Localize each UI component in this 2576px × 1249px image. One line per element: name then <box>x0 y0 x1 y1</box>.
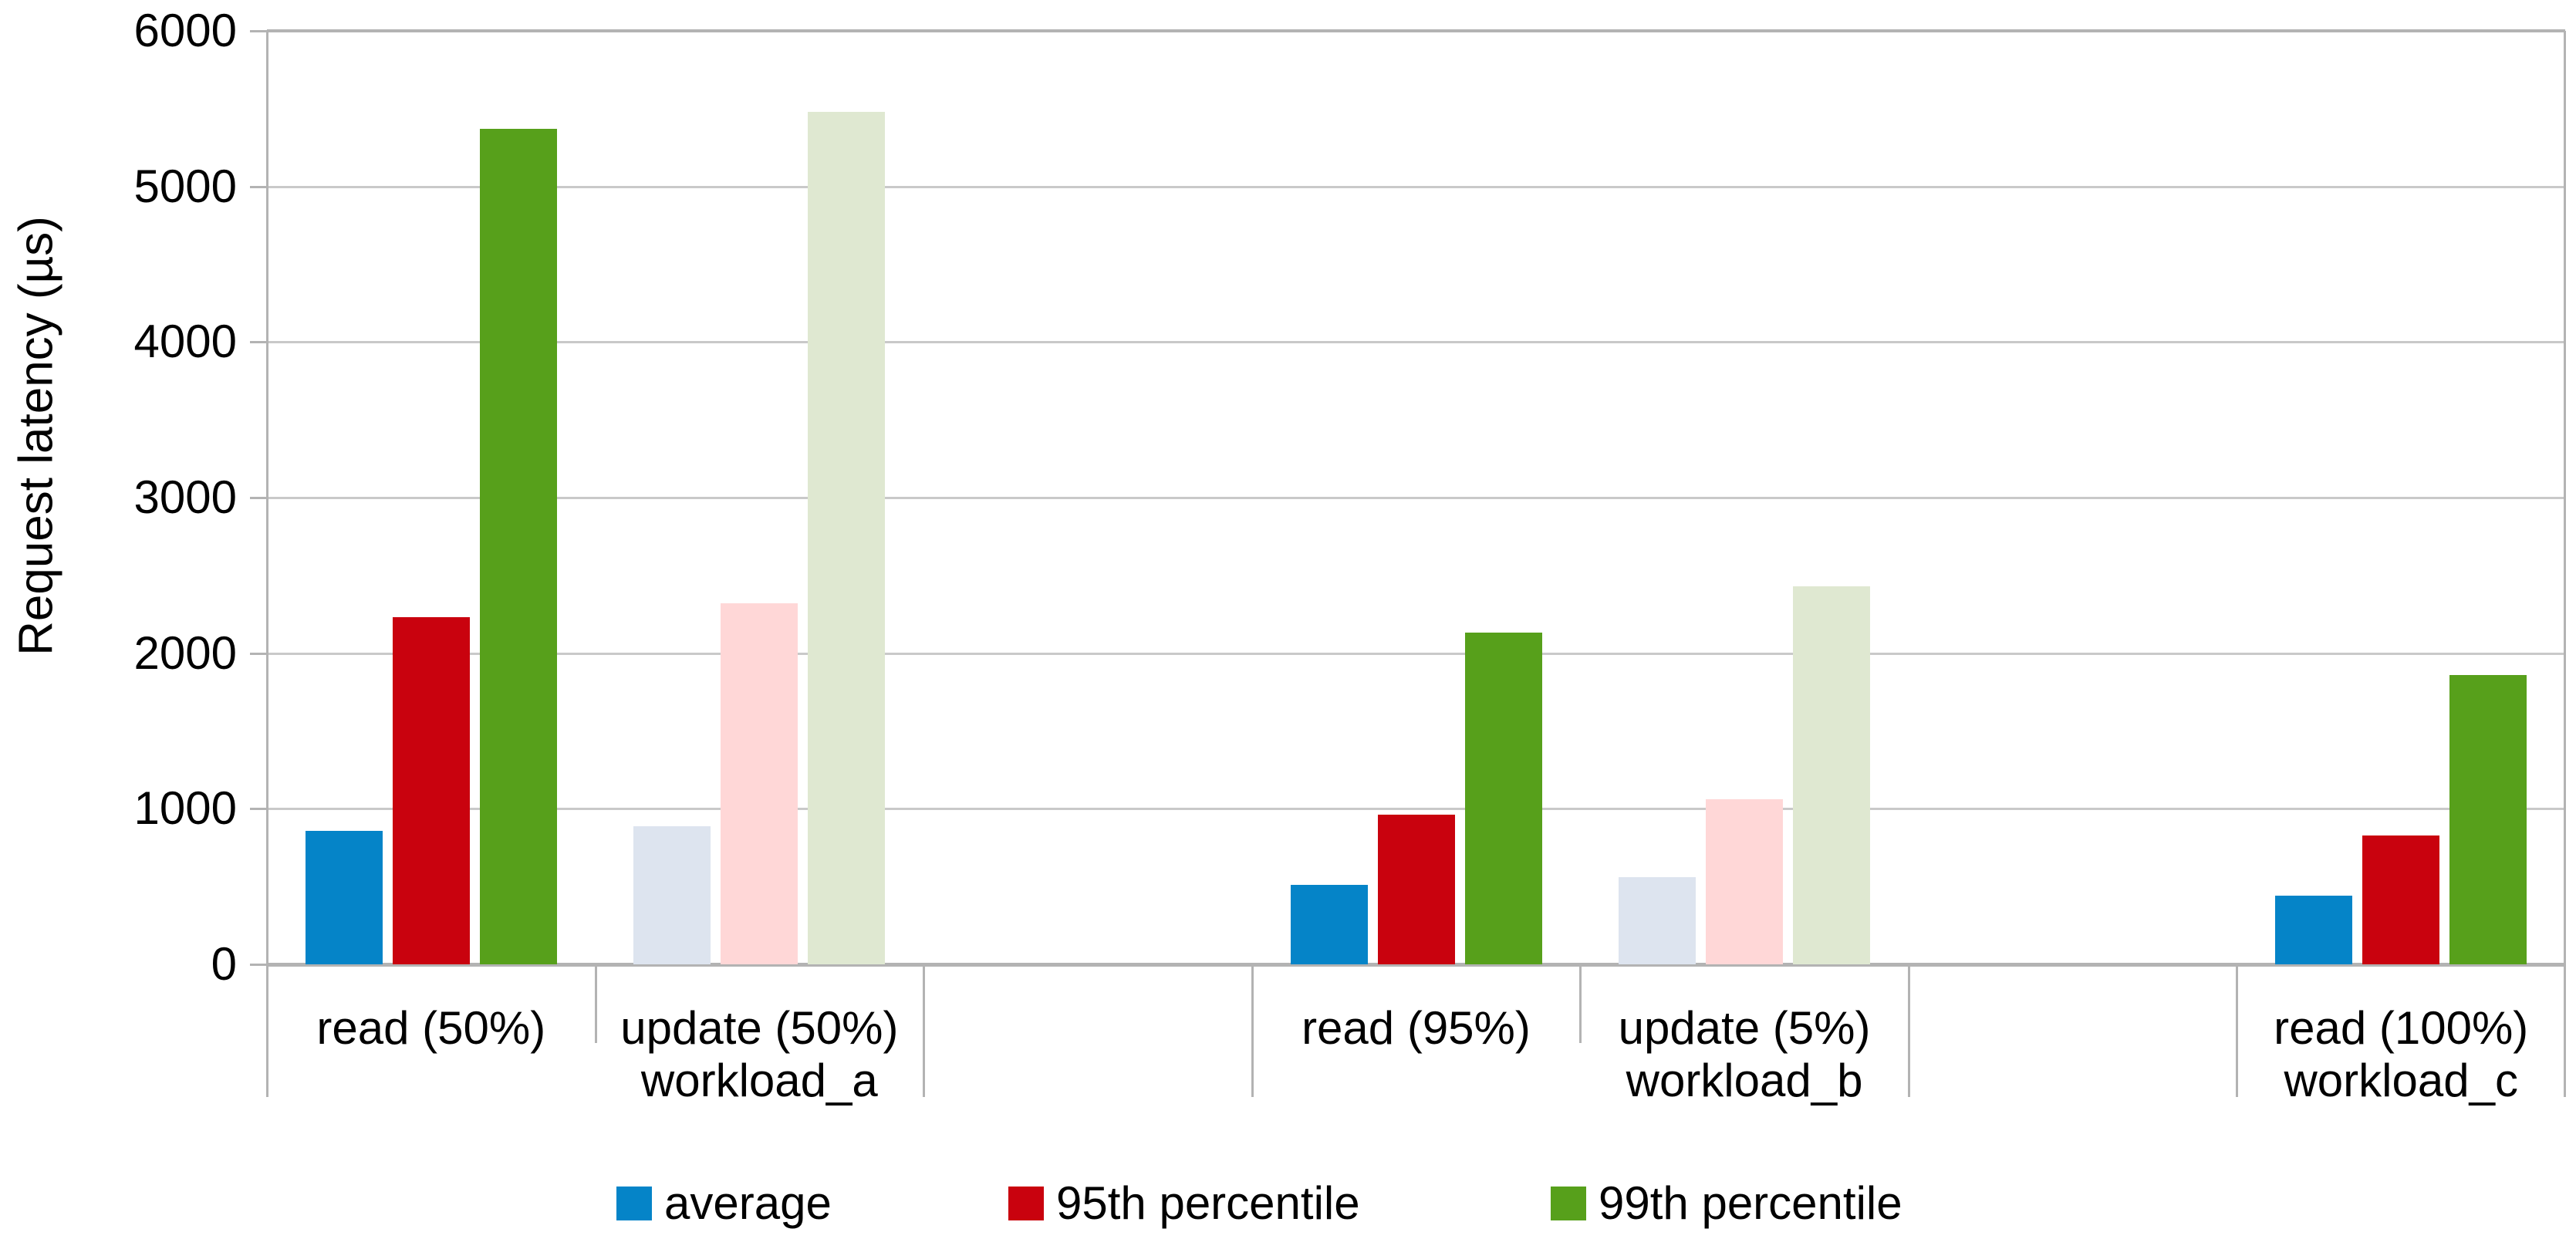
x-group-label: workload_a <box>640 1055 878 1106</box>
x-category-label: update (50%) <box>620 1002 899 1054</box>
y-tick-4000 <box>250 341 267 344</box>
group-divider <box>923 964 926 1097</box>
legend-item-99th-percentile: 99th percentile <box>1551 1176 1902 1231</box>
bar-read-95--average <box>1290 885 1368 964</box>
y-tick-1000 <box>250 808 267 811</box>
group-divider <box>1907 964 1910 1097</box>
plot-left-border <box>266 31 268 1097</box>
category-divider <box>594 964 597 1043</box>
bar-read-100--average <box>2275 896 2353 964</box>
x-group-label: workload_c <box>2284 1055 2518 1106</box>
legend-swatch-95th-percentile <box>1008 1187 1044 1220</box>
gridline-6000 <box>267 29 2565 32</box>
gridline-2000 <box>267 652 2565 655</box>
group-divider <box>1251 964 1254 1097</box>
y-tick-0 <box>250 964 267 966</box>
bar-update-5--average <box>1619 877 1697 964</box>
x-group-label: workload_b <box>1626 1055 1863 1106</box>
gridline-1000 <box>267 808 2565 811</box>
legend-item-average: average <box>616 1176 832 1231</box>
bar-update-5--95th-percentile <box>1706 799 1784 964</box>
legend-label-average: average <box>664 1177 832 1229</box>
bar-read-95--95th-percentile <box>1377 815 1455 964</box>
x-axis-line <box>267 963 2565 967</box>
legend-swatch-average <box>616 1187 652 1220</box>
bar-update-50--average <box>633 825 711 964</box>
y-tick-label-0: 0 <box>211 938 237 990</box>
y-tick-3000 <box>250 497 267 499</box>
bar-read-100--99th-percentile <box>2449 674 2527 964</box>
y-tick-label-4000: 4000 <box>133 316 237 368</box>
y-tick-5000 <box>250 185 267 188</box>
y-tick-label-6000: 6000 <box>133 5 237 56</box>
bar-update-50--99th-percentile <box>808 111 886 964</box>
bar-read-50--average <box>305 830 383 964</box>
bar-read-95--99th-percentile <box>1464 633 1542 964</box>
gridline-4000 <box>267 341 2565 344</box>
legend-item-95th-percentile: 95th percentile <box>1008 1176 1360 1231</box>
gridline-5000 <box>267 185 2565 188</box>
legend-label-99th-percentile: 99th percentile <box>1599 1177 1902 1229</box>
bar-update-50--95th-percentile <box>721 603 798 964</box>
y-tick-label-5000: 5000 <box>133 160 237 212</box>
y-tick-label-1000: 1000 <box>133 782 237 835</box>
plot-right-border <box>2564 31 2566 1097</box>
legend-label-95th-percentile: 95th percentile <box>1056 1177 1360 1229</box>
x-category-label: read (50%) <box>316 1002 546 1054</box>
gridline-3000 <box>267 497 2565 499</box>
x-category-label: read (100%) <box>2274 1002 2529 1054</box>
bar-read-100--95th-percentile <box>2362 835 2440 964</box>
y-axis-title: Request latency (µs) <box>9 216 63 656</box>
category-divider <box>1579 964 1582 1043</box>
y-tick-6000 <box>250 30 267 32</box>
x-category-label: update (5%) <box>1618 1002 1871 1054</box>
y-tick-label-3000: 3000 <box>133 471 237 523</box>
legend-swatch-99th-percentile <box>1551 1187 1586 1220</box>
y-tick-label-2000: 2000 <box>133 626 237 679</box>
x-category-label: read (95%) <box>1302 1002 1531 1054</box>
group-divider <box>2236 964 2239 1097</box>
chart-legend: average 95th percentile 99th percentile <box>0 1176 2576 1231</box>
bar-read-50--95th-percentile <box>392 617 470 964</box>
bar-update-5--99th-percentile <box>1793 586 1871 964</box>
y-tick-2000 <box>250 652 267 655</box>
bar-read-50--99th-percentile <box>479 129 557 964</box>
